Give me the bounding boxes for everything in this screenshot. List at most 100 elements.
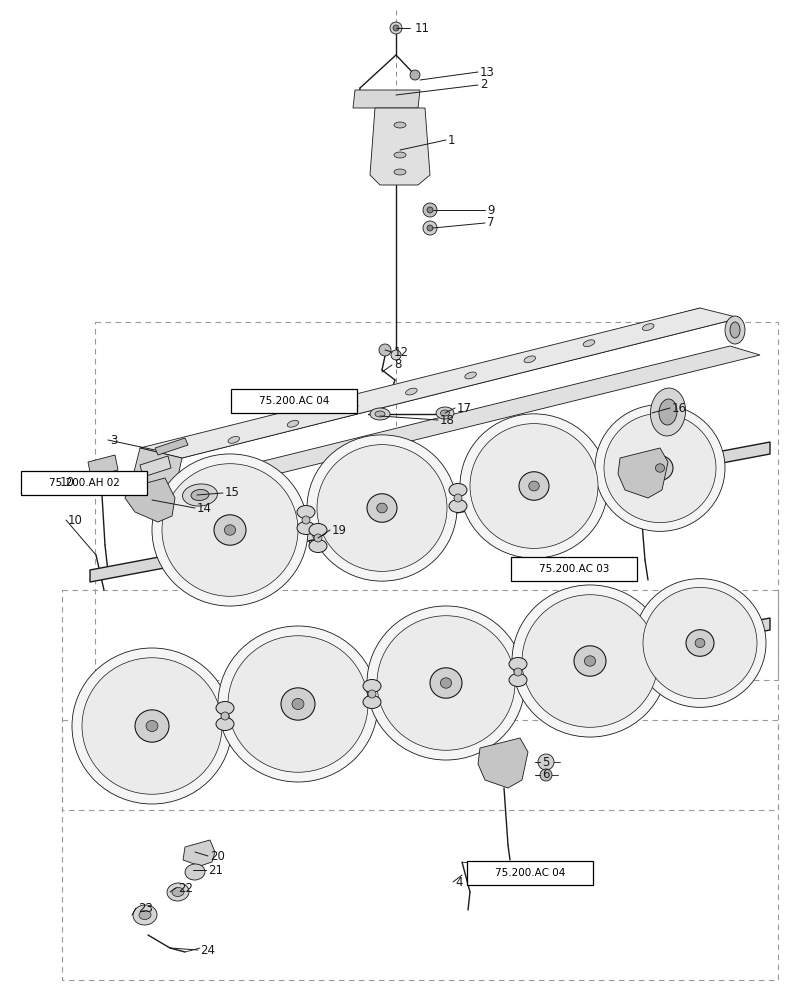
FancyBboxPatch shape <box>21 471 147 495</box>
Ellipse shape <box>183 484 217 506</box>
Ellipse shape <box>583 340 595 347</box>
Ellipse shape <box>297 522 315 534</box>
Circle shape <box>221 712 229 720</box>
Polygon shape <box>132 448 182 490</box>
Ellipse shape <box>406 388 417 395</box>
Ellipse shape <box>595 405 725 531</box>
Ellipse shape <box>584 656 595 666</box>
Ellipse shape <box>394 122 406 128</box>
Circle shape <box>379 344 391 356</box>
Ellipse shape <box>167 883 189 901</box>
Circle shape <box>538 754 554 770</box>
Text: 75.200.AH 02: 75.200.AH 02 <box>48 478 120 488</box>
Ellipse shape <box>460 414 608 558</box>
Ellipse shape <box>642 324 654 331</box>
Text: 7: 7 <box>487 217 494 230</box>
Text: 6: 6 <box>542 768 549 782</box>
Circle shape <box>427 225 433 231</box>
Ellipse shape <box>309 540 327 552</box>
Polygon shape <box>370 108 430 185</box>
Text: 16: 16 <box>672 401 687 414</box>
Ellipse shape <box>162 464 298 596</box>
Ellipse shape <box>214 515 246 545</box>
FancyBboxPatch shape <box>467 861 593 885</box>
Text: 22: 22 <box>178 882 193 894</box>
Circle shape <box>423 221 437 235</box>
Polygon shape <box>618 448 668 498</box>
Text: 2: 2 <box>480 79 487 92</box>
Text: 10: 10 <box>68 514 83 526</box>
Ellipse shape <box>519 472 549 500</box>
Ellipse shape <box>225 525 236 535</box>
Polygon shape <box>140 456 171 477</box>
Ellipse shape <box>377 616 515 750</box>
Ellipse shape <box>363 696 381 708</box>
Ellipse shape <box>367 606 525 760</box>
Ellipse shape <box>218 626 378 782</box>
Circle shape <box>454 494 462 502</box>
Circle shape <box>514 668 522 676</box>
Text: 20: 20 <box>210 850 225 862</box>
Text: 8: 8 <box>394 359 402 371</box>
Ellipse shape <box>172 887 184 897</box>
Ellipse shape <box>347 404 358 411</box>
Ellipse shape <box>139 910 151 920</box>
Ellipse shape <box>440 410 449 416</box>
Ellipse shape <box>509 674 527 686</box>
Text: 75.200.AC 04: 75.200.AC 04 <box>259 396 329 406</box>
FancyBboxPatch shape <box>511 557 637 581</box>
Circle shape <box>540 769 552 781</box>
Ellipse shape <box>146 720 158 732</box>
Ellipse shape <box>82 658 222 794</box>
Ellipse shape <box>465 372 477 379</box>
Text: 75.200.AC 04: 75.200.AC 04 <box>494 868 565 878</box>
Text: 1: 1 <box>448 133 456 146</box>
FancyBboxPatch shape <box>231 389 357 413</box>
Text: 11: 11 <box>415 21 430 34</box>
Ellipse shape <box>394 169 406 175</box>
Ellipse shape <box>133 905 157 925</box>
Ellipse shape <box>367 494 397 522</box>
Ellipse shape <box>297 506 315 518</box>
Ellipse shape <box>430 668 462 698</box>
Text: 21: 21 <box>208 863 223 876</box>
Ellipse shape <box>287 420 299 427</box>
Ellipse shape <box>449 484 467 496</box>
Circle shape <box>390 22 402 34</box>
Ellipse shape <box>375 411 385 417</box>
Text: 12: 12 <box>394 346 409 359</box>
Ellipse shape <box>440 678 452 688</box>
Ellipse shape <box>228 436 240 443</box>
Ellipse shape <box>72 648 232 804</box>
Ellipse shape <box>309 524 327 536</box>
Polygon shape <box>140 308 740 458</box>
Circle shape <box>393 25 399 31</box>
Ellipse shape <box>281 688 315 720</box>
Ellipse shape <box>512 585 668 737</box>
Text: 14: 14 <box>197 502 212 514</box>
Circle shape <box>410 70 420 80</box>
Text: 17: 17 <box>457 401 472 414</box>
Ellipse shape <box>152 454 308 606</box>
Polygon shape <box>353 90 420 108</box>
Text: 13: 13 <box>480 66 494 79</box>
Polygon shape <box>478 738 528 788</box>
Text: 75.200.AC 03: 75.200.AC 03 <box>539 564 609 574</box>
Circle shape <box>423 203 437 217</box>
Circle shape <box>391 350 401 360</box>
Ellipse shape <box>650 388 685 436</box>
Ellipse shape <box>604 413 716 523</box>
Ellipse shape <box>470 424 598 548</box>
Ellipse shape <box>363 680 381 692</box>
Polygon shape <box>125 478 175 522</box>
Polygon shape <box>90 618 770 756</box>
Circle shape <box>302 516 310 524</box>
Ellipse shape <box>216 702 234 714</box>
Ellipse shape <box>292 698 304 710</box>
Ellipse shape <box>436 407 454 419</box>
Ellipse shape <box>634 579 766 707</box>
Ellipse shape <box>730 322 740 338</box>
Circle shape <box>314 534 322 542</box>
Ellipse shape <box>522 595 658 727</box>
Circle shape <box>427 207 433 213</box>
